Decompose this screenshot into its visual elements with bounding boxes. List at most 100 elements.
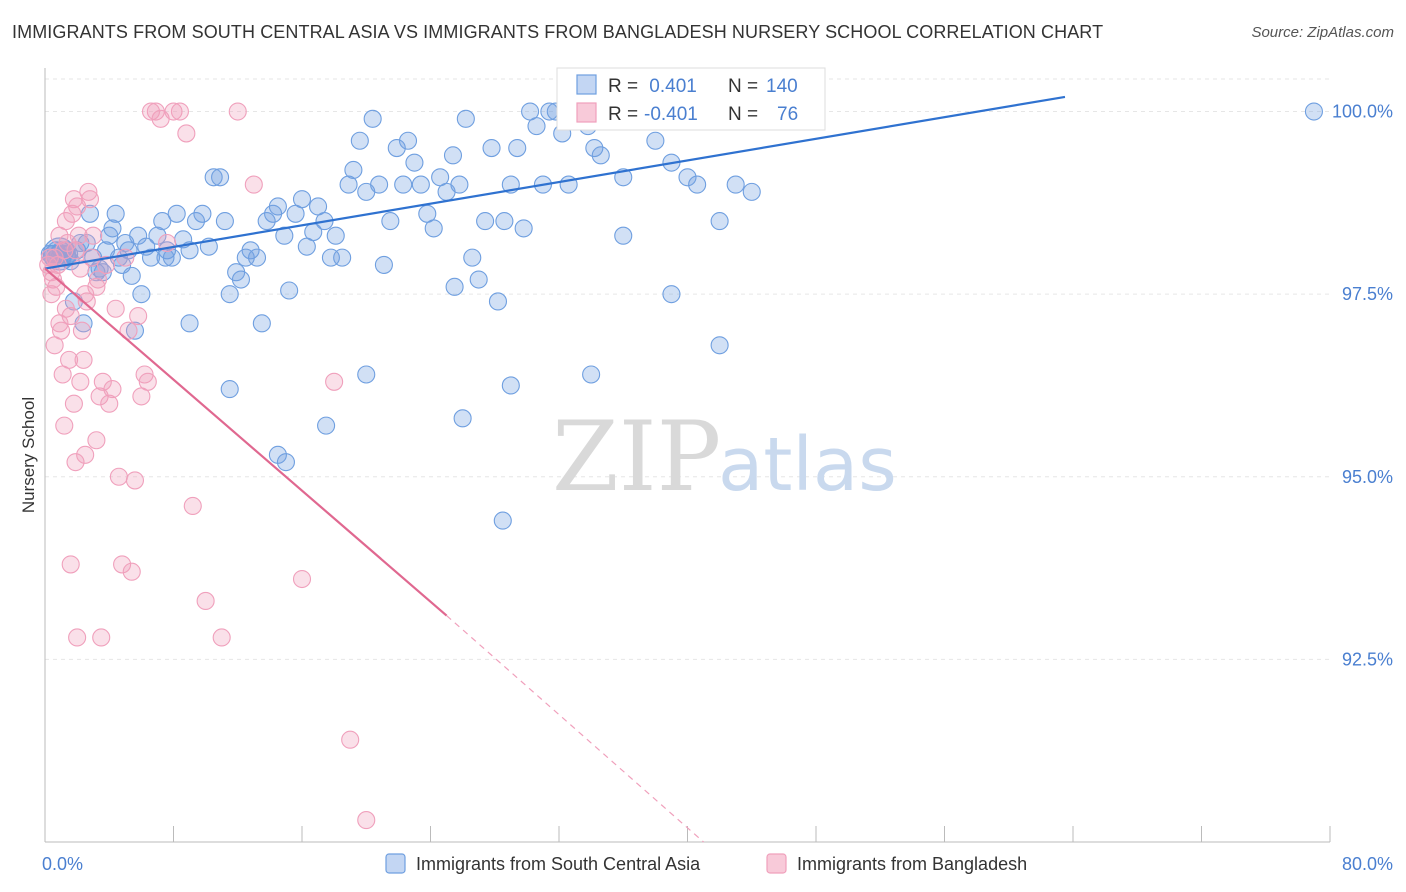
legend-n-value-blue: 140 [766, 76, 798, 97]
point-south-central-asia [585, 138, 604, 158]
point-south-central-asia [162, 248, 181, 267]
point-south-central-asia [363, 109, 382, 128]
point-bangladesh [79, 182, 98, 201]
point-south-central-asia [678, 168, 697, 187]
point-south-central-asia [662, 285, 681, 304]
point-south-central-asia [220, 380, 239, 399]
point-south-central-asia [125, 321, 144, 340]
point-bangladesh [100, 394, 119, 413]
y-tick-label: 97.5% [1342, 284, 1393, 304]
point-bangladesh [119, 321, 138, 340]
point-south-central-asia [317, 416, 336, 435]
point-bangladesh [82, 248, 101, 267]
point-south-central-asia [241, 241, 260, 260]
point-south-central-asia [193, 204, 212, 223]
legend-swatch-pink [576, 102, 597, 123]
point-bangladesh [212, 628, 231, 647]
point-bangladesh [96, 255, 116, 274]
point-south-central-asia [132, 285, 151, 304]
point-bangladesh [87, 431, 106, 450]
point-bangladesh [45, 336, 64, 355]
y-tick-label: 95.0% [1342, 467, 1393, 487]
point-south-central-asia [387, 138, 406, 158]
point-south-central-asia [180, 314, 199, 333]
point-south-central-asia [710, 336, 729, 355]
point-bangladesh [68, 628, 87, 647]
point-south-central-asia [614, 226, 633, 245]
point-bangladesh [71, 372, 90, 391]
point-south-central-asia [710, 212, 729, 231]
point-south-central-asia [514, 219, 533, 238]
point-south-central-asia [476, 212, 495, 231]
point-south-central-asia [103, 219, 122, 238]
legend-swatch-blue [576, 74, 597, 95]
point-bangladesh [69, 226, 88, 245]
point-south-central-asia [591, 146, 610, 165]
legend-r-label-pink: R = [608, 104, 638, 125]
point-bangladesh [42, 285, 61, 304]
trend-lines [44, 95, 1066, 843]
point-bangladesh [61, 307, 80, 326]
legend-box [556, 67, 826, 131]
legend-n-value-pink: 76 [777, 104, 798, 125]
point-south-central-asia [424, 219, 443, 238]
point-bangladesh [61, 555, 80, 574]
point-south-central-asia [443, 146, 463, 165]
point-south-central-asia [211, 168, 230, 187]
point-bangladesh [60, 350, 79, 369]
point-south-central-asia [268, 197, 287, 216]
point-south-central-asia [141, 248, 161, 267]
point-bangladesh [92, 628, 111, 647]
legend-r-value-pink: -0.401 [644, 104, 698, 125]
point-south-central-asia [482, 138, 501, 158]
point-bangladesh [228, 102, 247, 121]
point-south-central-asia [344, 160, 363, 180]
chart-source: Source: ZipAtlas.com [1251, 24, 1394, 41]
point-south-central-asia [1304, 102, 1323, 121]
point-south-central-asia [495, 212, 514, 231]
point-south-central-asia [726, 175, 745, 194]
point-south-central-asia [381, 212, 400, 231]
point-south-central-asia [252, 314, 271, 333]
point-south-central-asia [463, 248, 482, 267]
legend-n-label-pink: N = [728, 104, 758, 125]
point-bangladesh [141, 102, 161, 121]
chart-title: IMMIGRANTS FROM SOUTH CENTRAL ASIA VS IM… [12, 22, 1104, 42]
point-south-central-asia [280, 281, 299, 300]
point-bangladesh [87, 277, 106, 296]
point-south-central-asia [357, 365, 376, 384]
point-south-central-asia [394, 175, 413, 194]
point-bangladesh [80, 190, 100, 209]
trend-line-south-central-asia [44, 95, 1066, 270]
point-south-central-asia [582, 365, 601, 384]
point-bangladesh [177, 124, 196, 143]
point-south-central-asia [370, 175, 389, 194]
point-south-central-asia [350, 131, 369, 150]
bottom-legend-label-blue: Immigrants from South Central Asia [416, 854, 701, 874]
point-south-central-asia [646, 131, 665, 150]
point-south-central-asia [326, 226, 345, 245]
bottom-legend-swatch-blue [385, 853, 406, 874]
legend-r-label-blue: R = [608, 76, 638, 97]
y-tick-label: 100.0% [1332, 102, 1393, 122]
point-south-central-asia [450, 175, 469, 194]
point-south-central-asia [398, 131, 418, 150]
point-bangladesh [325, 372, 344, 391]
point-south-central-asia [339, 175, 358, 194]
point-south-central-asia [215, 212, 234, 231]
point-bangladesh [84, 226, 103, 245]
correlation-legend: R = 0.401 N = 140 R = -0.401 N = 76 [556, 67, 826, 131]
point-south-central-asia [106, 204, 125, 223]
point-bangladesh [74, 350, 93, 369]
point-bangladesh [357, 811, 376, 830]
point-bangladesh [170, 102, 189, 121]
bottom-legend-swatch-pink [766, 853, 787, 874]
point-south-central-asia [292, 190, 312, 209]
series-bangladesh [39, 102, 376, 830]
point-bangladesh [66, 453, 85, 472]
watermark-atlas: atlas [718, 422, 897, 508]
point-bangladesh [138, 372, 157, 391]
point-south-central-asia [333, 248, 352, 267]
point-south-central-asia [220, 285, 239, 304]
point-south-central-asia [186, 212, 206, 231]
